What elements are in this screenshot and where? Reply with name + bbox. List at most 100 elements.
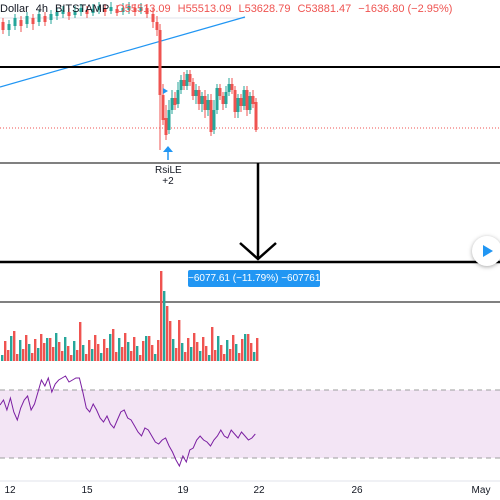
candle-body — [167, 110, 171, 130]
candle-body — [242, 90, 246, 106]
candle-body — [188, 74, 192, 82]
volume-bar — [157, 340, 160, 361]
volume-bar — [229, 349, 232, 361]
volume-bar — [238, 353, 241, 361]
volume-bar — [184, 352, 187, 361]
candle-body — [185, 74, 189, 86]
volume-bar — [241, 339, 244, 361]
volume-bar — [79, 322, 82, 361]
candle-body — [151, 14, 155, 22]
candle-body — [85, 10, 89, 14]
legend-close: C53881.47 — [297, 3, 352, 15]
volume-pane — [0, 271, 500, 361]
candle-body — [158, 30, 162, 95]
volume-bar — [190, 347, 193, 361]
candle-body — [209, 100, 213, 132]
volume-bar — [52, 347, 55, 361]
volume-bars — [1, 271, 259, 361]
volume-bar — [226, 340, 229, 361]
candle-body — [218, 88, 222, 96]
play-icon — [483, 245, 493, 257]
candle-body — [31, 18, 35, 24]
candle-body — [73, 11, 77, 15]
scroll-to-realtime-button[interactable] — [472, 236, 500, 266]
axis-label: May — [471, 485, 491, 496]
signal-label: RsiLE +2 — [155, 165, 182, 187]
volume-bar — [43, 343, 46, 361]
candle-body — [49, 14, 53, 20]
candle-body — [179, 80, 183, 90]
volume-bar — [37, 348, 40, 361]
volume-bar — [19, 340, 22, 361]
volume-bar — [91, 349, 94, 361]
candle-body — [254, 102, 258, 130]
volume-bar — [133, 337, 136, 361]
legend-symbol[interactable]: Dollar — [0, 3, 29, 15]
candle-body — [173, 98, 177, 105]
candle-body — [133, 8, 137, 12]
volume-bar — [115, 352, 118, 361]
legend-high: H55513.09 — [177, 3, 232, 15]
time-axis[interactable]: 12 15 19 22 26 May — [0, 482, 500, 500]
candle-body — [230, 84, 234, 90]
symbol-legend: Dollar 4h BITSTAMP O55513.09 H55513.09 L53628… — [0, 3, 452, 19]
candle-body — [197, 90, 201, 104]
volume-bar — [106, 348, 109, 361]
volume-bar — [58, 342, 61, 361]
candle-body — [155, 22, 159, 30]
entry-marker-icon — [163, 88, 168, 94]
candle-body — [212, 110, 216, 130]
volume-bar — [28, 344, 31, 361]
volume-bar — [97, 344, 100, 361]
volume-bar — [10, 336, 13, 361]
candle-body — [127, 6, 131, 10]
candle-body — [203, 96, 207, 110]
volume-bar — [181, 343, 184, 361]
candle-body — [13, 18, 17, 26]
candle-body — [1, 22, 5, 30]
volume-bar — [109, 334, 112, 361]
rsi-band — [0, 390, 500, 458]
candle-body — [221, 96, 225, 104]
volume-bar — [232, 335, 235, 361]
candle-body — [215, 88, 219, 110]
volume-bar — [145, 336, 148, 361]
volume-bar — [214, 350, 217, 361]
candle-body — [182, 80, 186, 86]
volume-bar — [154, 354, 157, 361]
rsi-pane — [0, 375, 500, 468]
legend-open: O55513.09 — [116, 3, 171, 15]
volume-bar — [235, 344, 238, 361]
volume-bar — [220, 345, 223, 361]
volume-bar — [46, 338, 49, 361]
candle-body — [170, 98, 174, 110]
volume-bar — [148, 336, 151, 361]
legend-interval[interactable]: 4h — [35, 3, 48, 15]
axis-label: 19 — [177, 485, 189, 496]
volume-bar — [139, 355, 142, 361]
candle-body — [145, 8, 149, 14]
volume-bar — [4, 341, 7, 361]
measure-label: −6077.61 (−11.79%) −607761 — [188, 270, 320, 287]
candle-body — [43, 16, 47, 22]
trend-line — [0, 16, 246, 88]
candle-series — [1, 2, 258, 150]
rsi-line — [0, 375, 256, 468]
volume-bar — [136, 346, 139, 361]
candle-body — [79, 8, 83, 12]
volume-bar — [85, 354, 88, 361]
measure-tool[interactable] — [0, 163, 500, 264]
candle-body — [233, 90, 237, 112]
volume-bar — [25, 335, 28, 361]
candle-body — [191, 82, 195, 96]
volume-bar — [16, 354, 19, 361]
volume-bar — [247, 334, 250, 361]
volume-bar — [196, 342, 199, 361]
volume-bar — [70, 355, 73, 361]
volume-bar — [187, 338, 190, 361]
volume-bar — [199, 351, 202, 361]
candle-body — [19, 20, 23, 26]
candle-body — [227, 84, 231, 92]
volume-bar — [13, 331, 16, 361]
